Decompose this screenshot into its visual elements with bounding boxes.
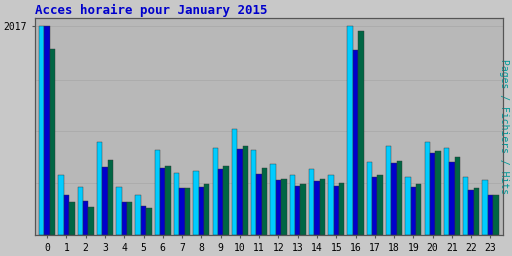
Bar [257, 174, 262, 235]
Bar [411, 187, 416, 235]
Bar [102, 167, 108, 235]
Bar [63, 195, 69, 235]
Bar [372, 177, 377, 235]
Bar [174, 173, 179, 235]
Bar [333, 186, 339, 235]
Bar [135, 195, 141, 235]
Bar [276, 180, 281, 235]
Bar [295, 186, 301, 235]
Y-axis label: Pages / Fichiers / Hits: Pages / Fichiers / Hits [499, 59, 508, 194]
Bar [444, 148, 449, 235]
Bar [468, 190, 474, 235]
Bar [430, 153, 435, 235]
Bar [121, 202, 127, 235]
Bar [386, 146, 391, 235]
Bar [348, 26, 353, 235]
Bar [406, 177, 411, 235]
Text: Acces horaire pour January 2015: Acces horaire pour January 2015 [35, 4, 267, 17]
Bar [358, 31, 364, 235]
Bar [199, 187, 204, 235]
Bar [482, 180, 488, 235]
Bar [391, 163, 397, 235]
Bar [185, 188, 190, 235]
Bar [69, 202, 75, 235]
Bar [165, 166, 171, 235]
Bar [328, 175, 333, 235]
Bar [116, 187, 121, 235]
Bar [78, 187, 83, 235]
Bar [488, 195, 493, 235]
Bar [262, 168, 267, 235]
Bar [251, 150, 257, 235]
Bar [97, 142, 102, 235]
Bar [193, 171, 199, 235]
Bar [455, 157, 460, 235]
Bar [377, 175, 383, 235]
Bar [127, 202, 132, 235]
Bar [449, 162, 455, 235]
Bar [155, 150, 160, 235]
Bar [290, 175, 295, 235]
Bar [301, 184, 306, 235]
Bar [39, 26, 45, 235]
Bar [45, 26, 50, 235]
Bar [237, 149, 243, 235]
Bar [212, 148, 218, 235]
Bar [223, 166, 229, 235]
Bar [270, 165, 276, 235]
Bar [424, 142, 430, 235]
Bar [108, 160, 113, 235]
Bar [309, 169, 314, 235]
Bar [353, 50, 358, 235]
Bar [232, 129, 237, 235]
Bar [314, 181, 319, 235]
Bar [416, 184, 421, 235]
Bar [474, 188, 479, 235]
Bar [83, 201, 89, 235]
Bar [243, 146, 248, 235]
Bar [141, 206, 146, 235]
Bar [204, 184, 209, 235]
Bar [319, 179, 325, 235]
Bar [50, 49, 55, 235]
Bar [146, 208, 152, 235]
Bar [397, 161, 402, 235]
Bar [435, 151, 441, 235]
Bar [160, 168, 165, 235]
Bar [218, 169, 223, 235]
Bar [339, 183, 345, 235]
Bar [281, 179, 287, 235]
Bar [367, 162, 372, 235]
Bar [493, 195, 499, 235]
Bar [58, 175, 63, 235]
Bar [179, 188, 185, 235]
Bar [463, 177, 468, 235]
Bar [89, 207, 94, 235]
